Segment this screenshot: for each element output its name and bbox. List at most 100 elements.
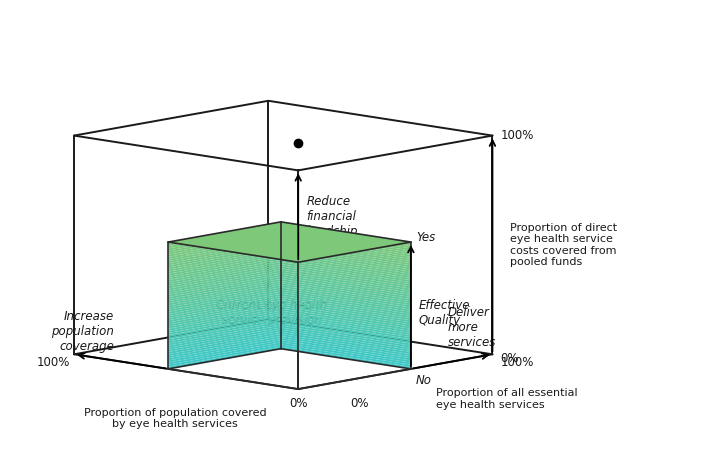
Text: 0%: 0%	[289, 397, 308, 410]
Polygon shape	[281, 249, 411, 271]
Polygon shape	[281, 233, 411, 255]
Polygon shape	[281, 285, 411, 307]
Polygon shape	[281, 226, 411, 249]
Polygon shape	[281, 258, 411, 280]
Text: 100%: 100%	[501, 129, 534, 142]
Polygon shape	[168, 222, 281, 244]
Polygon shape	[168, 347, 281, 369]
Polygon shape	[281, 328, 411, 350]
Polygon shape	[281, 272, 411, 295]
Text: 0%: 0%	[351, 397, 369, 410]
Polygon shape	[168, 275, 281, 297]
Polygon shape	[281, 247, 411, 270]
Polygon shape	[281, 234, 411, 257]
Polygon shape	[168, 328, 281, 350]
Polygon shape	[281, 307, 411, 329]
Polygon shape	[281, 287, 411, 310]
Polygon shape	[168, 287, 281, 310]
Polygon shape	[168, 251, 281, 274]
Polygon shape	[168, 277, 281, 299]
Polygon shape	[281, 313, 411, 335]
Polygon shape	[281, 302, 411, 324]
Polygon shape	[168, 290, 281, 312]
Polygon shape	[281, 279, 411, 301]
Text: Increase
population
coverage: Increase population coverage	[51, 310, 114, 353]
Polygon shape	[281, 329, 411, 352]
Polygon shape	[168, 258, 281, 280]
Polygon shape	[168, 224, 281, 246]
Polygon shape	[281, 304, 411, 327]
Polygon shape	[281, 241, 411, 263]
Polygon shape	[281, 237, 411, 259]
Polygon shape	[281, 251, 411, 274]
Polygon shape	[168, 245, 281, 267]
Polygon shape	[168, 279, 281, 301]
Polygon shape	[281, 290, 411, 312]
Polygon shape	[168, 230, 281, 253]
Polygon shape	[281, 292, 411, 314]
Polygon shape	[168, 234, 281, 257]
Text: Proportion of all essential
eye health services: Proportion of all essential eye health s…	[437, 388, 578, 410]
Polygon shape	[168, 285, 281, 307]
Polygon shape	[281, 271, 411, 293]
Polygon shape	[281, 338, 411, 360]
Polygon shape	[281, 343, 411, 365]
Text: No: No	[416, 374, 432, 387]
Polygon shape	[281, 296, 411, 318]
Polygon shape	[281, 319, 411, 342]
Text: 100%: 100%	[501, 356, 534, 369]
Polygon shape	[168, 300, 281, 322]
Polygon shape	[168, 264, 281, 286]
Polygon shape	[168, 325, 281, 348]
Polygon shape	[168, 307, 281, 329]
Polygon shape	[281, 283, 411, 306]
Text: Effective
Quality: Effective Quality	[419, 299, 470, 327]
Polygon shape	[168, 329, 281, 352]
Polygon shape	[281, 228, 411, 250]
Polygon shape	[168, 239, 281, 261]
Polygon shape	[168, 249, 281, 271]
Polygon shape	[281, 336, 411, 358]
Polygon shape	[281, 275, 411, 297]
Polygon shape	[168, 292, 281, 314]
Polygon shape	[168, 304, 281, 327]
Polygon shape	[281, 277, 411, 299]
Polygon shape	[168, 222, 411, 262]
Polygon shape	[281, 347, 411, 369]
Polygon shape	[168, 237, 281, 259]
Text: Deliver
more
services: Deliver more services	[448, 306, 496, 349]
Polygon shape	[168, 262, 281, 285]
Polygon shape	[168, 302, 281, 324]
Polygon shape	[281, 321, 411, 344]
Polygon shape	[168, 338, 281, 360]
Polygon shape	[281, 268, 411, 291]
Polygon shape	[281, 281, 411, 303]
Polygon shape	[168, 323, 281, 346]
Polygon shape	[168, 260, 281, 282]
Text: Proportion of direct
eye health service
costs covered from
pooled funds: Proportion of direct eye health service …	[510, 223, 618, 267]
Polygon shape	[281, 308, 411, 331]
Polygon shape	[168, 243, 281, 265]
Polygon shape	[281, 239, 411, 261]
Polygon shape	[168, 334, 281, 356]
Polygon shape	[168, 344, 281, 367]
Polygon shape	[168, 241, 281, 263]
Polygon shape	[168, 313, 281, 335]
Polygon shape	[168, 228, 281, 250]
Text: Reduce
financial
hardship: Reduce financial hardship	[306, 195, 357, 238]
Polygon shape	[168, 311, 281, 333]
Polygon shape	[281, 317, 411, 339]
Polygon shape	[168, 308, 281, 331]
Text: Proportion of population covered
by eye health services: Proportion of population covered by eye …	[84, 408, 267, 429]
Polygon shape	[168, 319, 281, 342]
Polygon shape	[281, 264, 411, 286]
Polygon shape	[168, 296, 281, 318]
Polygon shape	[281, 256, 411, 278]
Polygon shape	[281, 340, 411, 363]
Polygon shape	[281, 325, 411, 348]
Polygon shape	[168, 281, 281, 303]
Polygon shape	[168, 294, 281, 316]
Polygon shape	[281, 332, 411, 354]
Text: 0%: 0%	[501, 352, 519, 366]
Polygon shape	[281, 260, 411, 282]
